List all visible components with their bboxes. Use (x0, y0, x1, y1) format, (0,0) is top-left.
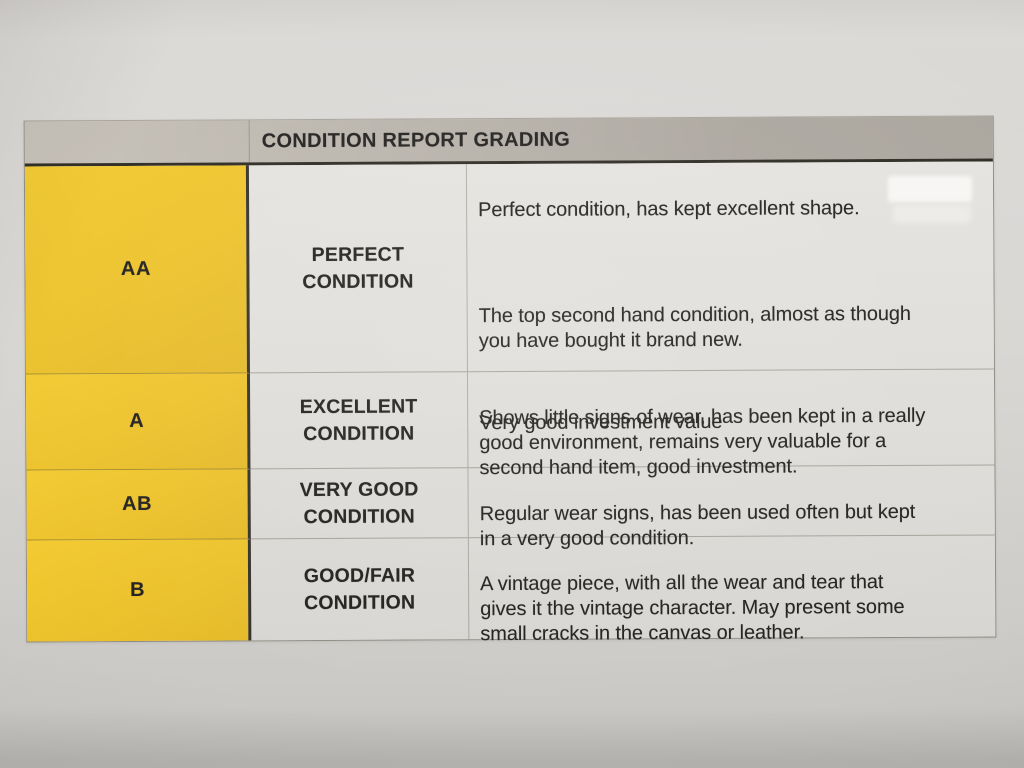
condition-cell-perfect: PERFECT CONDITION (248, 164, 468, 374)
description-cell-aa: Perfect condition, has kept excellent sh… (466, 161, 994, 434)
grade-cell-ab: AB (26, 469, 251, 541)
header-empty-cell (24, 120, 250, 164)
table-header-row: CONDITION REPORT GRADING (24, 116, 993, 167)
condition-cell-very-good: VERY GOOD CONDITION (250, 468, 469, 540)
desc-paragraph: Perfect condition, has kept excellent sh… (478, 197, 860, 222)
grade-cell-aa: AA (24, 165, 250, 375)
description-cell-ab: Regular wear signs, has been used often … (468, 465, 995, 550)
condition-cell-excellent: EXCELLENT CONDITION (249, 372, 469, 470)
table-body: AA PERFECT CONDITION Perfect condition, … (24, 161, 996, 645)
grading-table: CONDITION REPORT GRADING AA PERFECT COND… (23, 115, 997, 645)
condition-cell-good-fair: GOOD/FAIR CONDITION (250, 538, 470, 641)
description-cell-a: Shows little signs of wear, has been kep… (467, 369, 995, 479)
grade-cell-a: A (25, 373, 251, 471)
grade-cell-b: B (26, 539, 252, 642)
table-title: CONDITION REPORT GRADING (261, 128, 571, 152)
description-cell-b: A vintage piece, with all the wear and t… (469, 535, 996, 645)
desc-paragraph: A vintage piece, with all the wear and t… (480, 571, 905, 646)
desc-paragraph: The top second hand condition, almost as… (478, 302, 911, 353)
